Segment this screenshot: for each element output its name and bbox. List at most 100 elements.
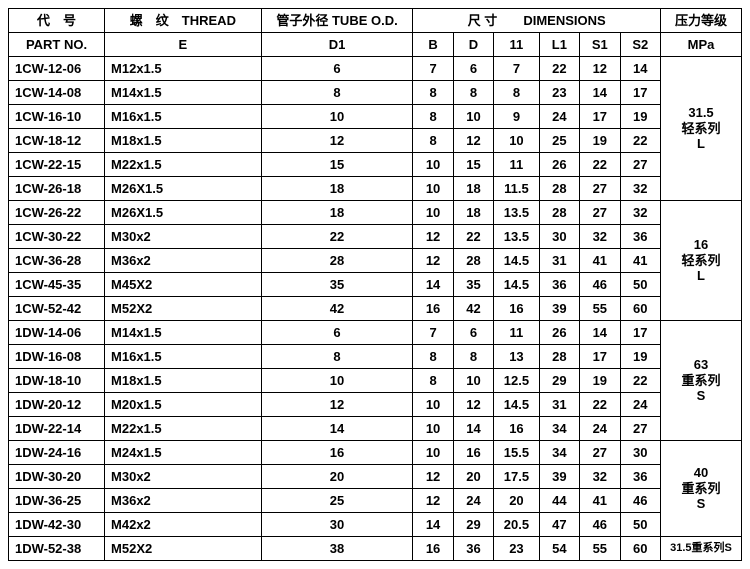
cell-part-no: 1DW-52-38 [9,537,105,561]
cell-dim-11: 9 [494,105,539,129]
hdr-thread-sub: E [105,33,262,57]
table-row: 1DW-22-14M22x1.514101416342427 [9,417,742,441]
cell-part-no: 1DW-16-08 [9,345,105,369]
cell-dim-11: 10 [494,129,539,153]
cell-dim-s1: 46 [580,273,620,297]
cell-tube-od: 8 [261,81,413,105]
cell-dim-s2: 17 [620,321,661,345]
hdr-pressure-en: MPa [661,33,742,57]
cell-part-no: 1CW-12-06 [9,57,105,81]
cell-dim-l1: 39 [539,465,579,489]
cell-thread: M26X1.5 [105,201,262,225]
table-row: 1CW-18-12M18x1.51281210251922 [9,129,742,153]
cell-dim-b: 16 [413,297,453,321]
cell-thread: M30x2 [105,465,262,489]
cell-dim-b: 14 [413,513,453,537]
cell-tube-od: 15 [261,153,413,177]
hdr-11: 11 [494,33,539,57]
hdr-d: D [453,33,493,57]
table-row: 1DW-14-06M14x1.56761126141763 重系列 S [9,321,742,345]
pressure-cell: 31.5 轻系列 L [661,57,742,201]
cell-dim-s1: 12 [580,57,620,81]
cell-dim-s1: 55 [580,297,620,321]
table-row: 1DW-18-10M18x1.51081012.5291922 [9,369,742,393]
cell-dim-l1: 22 [539,57,579,81]
cell-dim-11: 16 [494,417,539,441]
cell-dim-s1: 24 [580,417,620,441]
table-row: 1DW-24-16M24x1.516101615.534273040 重系列 S [9,441,742,465]
cell-dim-b: 12 [413,465,453,489]
cell-thread: M18x1.5 [105,369,262,393]
hdr-dim: 尺 寸 DIMENSIONS [413,9,661,33]
cell-dim-s1: 32 [580,225,620,249]
cell-thread: M16x1.5 [105,345,262,369]
cell-dim-11: 11 [494,153,539,177]
table-row: 1CW-36-28M36x228122814.5314141 [9,249,742,273]
cell-dim-l1: 23 [539,81,579,105]
cell-dim-d: 18 [453,201,493,225]
pressure-cell: 31.5重系列S [661,537,742,561]
cell-part-no: 1DW-42-30 [9,513,105,537]
cell-dim-s2: 50 [620,273,661,297]
cell-thread: M30x2 [105,225,262,249]
cell-dim-d: 6 [453,57,493,81]
cell-dim-s1: 27 [580,177,620,201]
cell-tube-od: 30 [261,513,413,537]
cell-dim-s2: 14 [620,57,661,81]
cell-dim-11: 11 [494,321,539,345]
cell-dim-l1: 29 [539,369,579,393]
cell-dim-d: 16 [453,441,493,465]
cell-dim-11: 12.5 [494,369,539,393]
cell-dim-11: 13.5 [494,201,539,225]
cell-dim-b: 12 [413,249,453,273]
cell-dim-b: 10 [413,393,453,417]
cell-dim-11: 14.5 [494,393,539,417]
hdr-pressure-cn: 压力等级 [661,9,742,33]
cell-dim-b: 10 [413,153,453,177]
cell-dim-11: 15.5 [494,441,539,465]
cell-part-no: 1CW-45-35 [9,273,105,297]
cell-part-no: 1DW-36-25 [9,489,105,513]
cell-tube-od: 12 [261,129,413,153]
cell-dim-l1: 28 [539,345,579,369]
table-row: 1CW-16-10M16x1.5108109241719 [9,105,742,129]
cell-dim-l1: 24 [539,105,579,129]
table-row: 1DW-52-38M52X23816362354556031.5重系列S [9,537,742,561]
cell-dim-d: 8 [453,345,493,369]
cell-dim-d: 20 [453,465,493,489]
cell-dim-b: 14 [413,273,453,297]
cell-tube-od: 20 [261,465,413,489]
hdr-thread: 螺 纹 THREAD [105,9,262,33]
cell-dim-s1: 46 [580,513,620,537]
cell-dim-d: 24 [453,489,493,513]
cell-dim-s2: 27 [620,153,661,177]
cell-dim-l1: 34 [539,441,579,465]
table-row: 1DW-30-20M30x220122017.5393236 [9,465,742,489]
cell-dim-s2: 60 [620,297,661,321]
cell-tube-od: 12 [261,393,413,417]
table-row: 1CW-30-22M30x222122213.5303236 [9,225,742,249]
table-row: 1CW-22-15M22x1.515101511262227 [9,153,742,177]
cell-part-no: 1CW-52-42 [9,297,105,321]
cell-dim-d: 6 [453,321,493,345]
cell-thread: M36x2 [105,249,262,273]
cell-tube-od: 22 [261,225,413,249]
cell-dim-b: 10 [413,417,453,441]
cell-dim-l1: 54 [539,537,579,561]
cell-dim-l1: 47 [539,513,579,537]
cell-dim-s1: 19 [580,129,620,153]
cell-dim-s2: 36 [620,225,661,249]
cell-thread: M18x1.5 [105,129,262,153]
cell-dim-b: 12 [413,489,453,513]
table-row: 1DW-20-12M20x1.512101214.5312224 [9,393,742,417]
cell-part-no: 1DW-20-12 [9,393,105,417]
cell-tube-od: 18 [261,201,413,225]
cell-dim-s1: 14 [580,321,620,345]
table-row: 1CW-52-42M52X242164216395560 [9,297,742,321]
cell-tube-od: 10 [261,105,413,129]
cell-dim-11: 23 [494,537,539,561]
cell-dim-l1: 39 [539,297,579,321]
cell-dim-d: 36 [453,537,493,561]
cell-thread: M36x2 [105,489,262,513]
cell-dim-b: 10 [413,177,453,201]
